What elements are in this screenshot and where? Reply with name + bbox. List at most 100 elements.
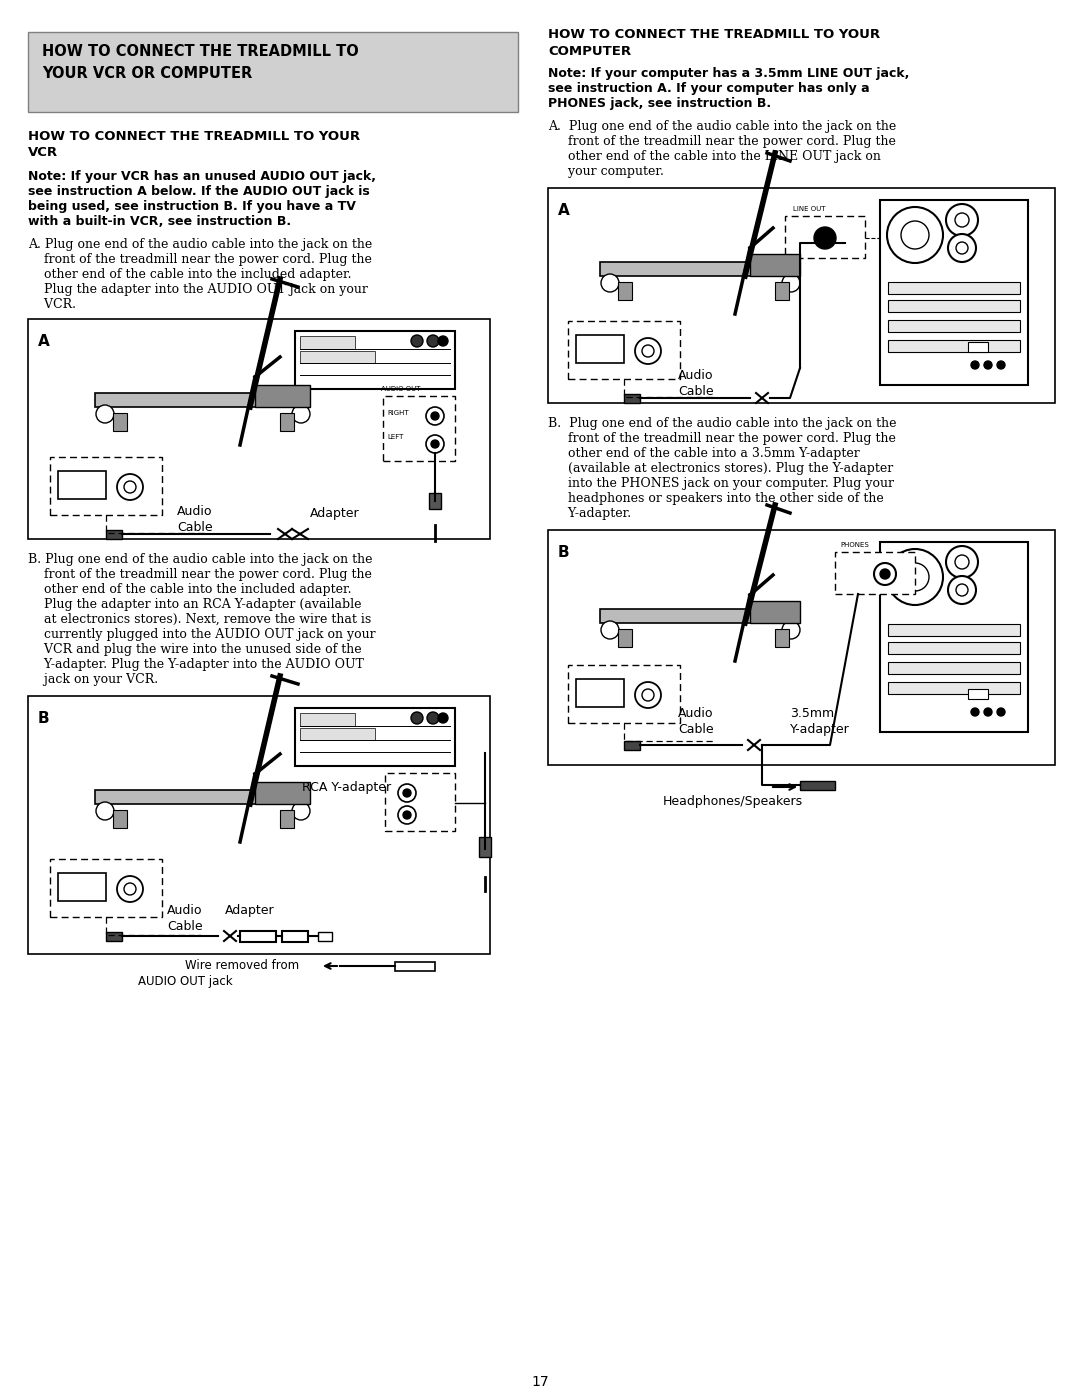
Text: other end of the cable into a 3.5mm Y-adapter: other end of the cable into a 3.5mm Y-ad… <box>548 447 860 460</box>
Circle shape <box>635 338 661 365</box>
Text: Headphones/Speakers: Headphones/Speakers <box>663 795 804 807</box>
Text: B.  Plug one end of the audio cable into the jack on the: B. Plug one end of the audio cable into … <box>548 416 896 430</box>
Bar <box>28 319 490 539</box>
Text: RCA Y-adapter: RCA Y-adapter <box>302 781 391 793</box>
Bar <box>255 782 310 805</box>
Bar <box>785 217 865 258</box>
Text: Cable: Cable <box>167 921 203 933</box>
Bar <box>576 335 624 363</box>
Bar <box>50 859 162 916</box>
Text: with a built-in VCR, see instruction B.: with a built-in VCR, see instruction B. <box>28 215 292 228</box>
Text: headphones or speakers into the other side of the: headphones or speakers into the other si… <box>548 492 883 504</box>
Bar <box>624 394 640 402</box>
Text: A. Plug one end of the audio cable into the jack on the: A. Plug one end of the audio cable into … <box>28 237 373 251</box>
Circle shape <box>431 412 438 420</box>
Circle shape <box>431 440 438 448</box>
Text: see instruction A below. If the AUDIO OUT jack is: see instruction A below. If the AUDIO OU… <box>28 184 369 198</box>
Circle shape <box>955 555 969 569</box>
Circle shape <box>901 563 929 591</box>
Bar <box>318 932 332 942</box>
Text: B: B <box>558 545 569 560</box>
Text: A: A <box>38 334 50 349</box>
Bar <box>106 529 122 539</box>
Circle shape <box>438 337 448 346</box>
Bar <box>95 393 310 407</box>
Text: LINE OUT: LINE OUT <box>793 205 825 212</box>
Bar <box>618 282 632 300</box>
Circle shape <box>887 549 943 605</box>
Circle shape <box>814 226 836 249</box>
Circle shape <box>901 221 929 249</box>
Text: Y-adapter.: Y-adapter. <box>548 507 631 520</box>
Circle shape <box>984 708 993 717</box>
Circle shape <box>635 682 661 708</box>
Bar <box>775 282 789 300</box>
Text: Cable: Cable <box>678 386 714 398</box>
Bar <box>300 351 375 363</box>
Text: currently plugged into the AUDIO OUT jack on your: currently plugged into the AUDIO OUT jac… <box>28 629 376 641</box>
Bar <box>835 552 915 594</box>
Bar <box>300 337 355 349</box>
Text: (available at electronics stores). Plug the Y-adapter: (available at electronics stores). Plug … <box>548 462 893 475</box>
Bar <box>240 930 276 942</box>
Circle shape <box>948 576 976 604</box>
Circle shape <box>955 212 969 226</box>
Bar <box>548 189 1055 402</box>
Text: your computer.: your computer. <box>548 165 664 177</box>
Bar <box>58 471 106 499</box>
Text: Audio: Audio <box>678 707 714 719</box>
Text: front of the treadmill near the power cord. Plug the: front of the treadmill near the power co… <box>28 253 372 265</box>
Circle shape <box>880 569 890 578</box>
Circle shape <box>403 789 411 798</box>
Bar <box>58 873 106 901</box>
Text: other end of the cable into the included adapter.: other end of the cable into the included… <box>28 583 351 597</box>
Bar <box>750 601 800 623</box>
Circle shape <box>971 708 978 717</box>
Text: Audio: Audio <box>177 504 213 518</box>
Text: Adapter: Adapter <box>310 507 360 520</box>
Bar <box>775 629 789 647</box>
Circle shape <box>292 405 310 423</box>
Circle shape <box>782 274 800 292</box>
Circle shape <box>411 335 423 346</box>
Circle shape <box>600 274 619 292</box>
Text: COMPUTER: COMPUTER <box>548 45 631 59</box>
Circle shape <box>642 345 654 358</box>
Text: YOUR VCR OR COMPUTER: YOUR VCR OR COMPUTER <box>42 66 253 81</box>
Circle shape <box>946 546 978 578</box>
Text: into the PHONES jack on your computer. Plug your: into the PHONES jack on your computer. P… <box>548 476 894 490</box>
Circle shape <box>96 802 114 820</box>
Circle shape <box>292 802 310 820</box>
Text: at electronics stores). Next, remove the wire that is: at electronics stores). Next, remove the… <box>28 613 372 626</box>
Circle shape <box>997 360 1005 369</box>
Bar <box>888 682 1020 694</box>
Circle shape <box>956 242 968 254</box>
Bar <box>888 624 1020 636</box>
Circle shape <box>426 407 444 425</box>
Text: Plug the adapter into the AUDIO OUT jack on your: Plug the adapter into the AUDIO OUT jack… <box>28 284 368 296</box>
Circle shape <box>971 360 978 369</box>
Bar <box>968 689 988 698</box>
Text: front of the treadmill near the power cord. Plug the: front of the treadmill near the power co… <box>548 432 896 446</box>
Circle shape <box>956 584 968 597</box>
Text: other end of the cable into the LINE OUT jack on: other end of the cable into the LINE OUT… <box>548 149 881 163</box>
Text: Audio: Audio <box>167 904 203 916</box>
Circle shape <box>399 784 416 802</box>
Text: A: A <box>558 203 570 218</box>
Text: LEFT: LEFT <box>387 434 403 440</box>
Circle shape <box>96 405 114 423</box>
Text: front of the treadmill near the power cord. Plug the: front of the treadmill near the power co… <box>28 569 372 581</box>
Circle shape <box>874 563 896 585</box>
Bar <box>568 321 680 379</box>
Circle shape <box>948 235 976 263</box>
Circle shape <box>426 434 444 453</box>
Text: other end of the cable into the included adapter.: other end of the cable into the included… <box>28 268 351 281</box>
Text: jack on your VCR.: jack on your VCR. <box>28 673 158 686</box>
Circle shape <box>124 481 136 493</box>
Circle shape <box>427 712 438 724</box>
Circle shape <box>887 207 943 263</box>
Text: VCR.: VCR. <box>28 298 76 312</box>
Circle shape <box>117 876 143 902</box>
Bar <box>968 342 988 352</box>
Bar <box>50 457 162 515</box>
